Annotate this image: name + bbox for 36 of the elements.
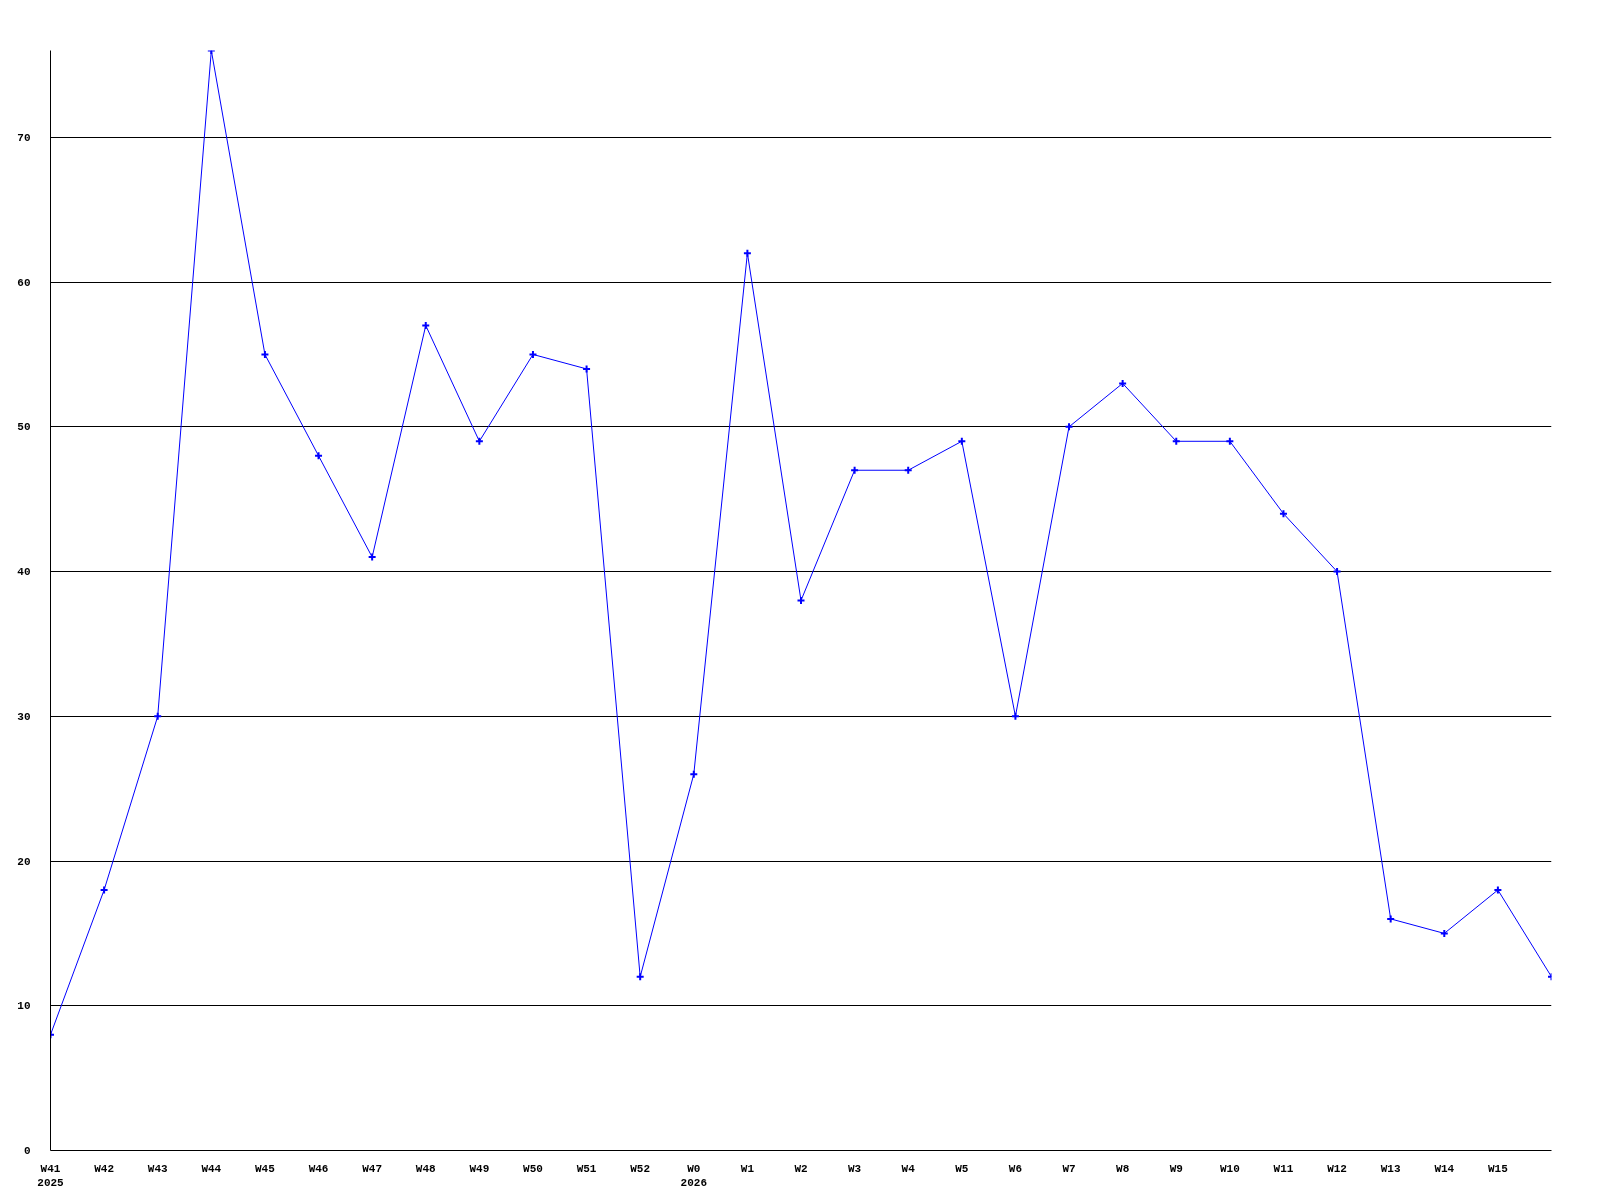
x-tick-label: W42 [94, 1162, 115, 1175]
x-tick-label: W46 [308, 1162, 329, 1175]
x-tick-label: W11 [1273, 1162, 1294, 1175]
x-tick-label: W2 [794, 1162, 808, 1175]
x-tick-label: W48 [415, 1162, 437, 1175]
y-tick-label: 40 [17, 566, 31, 579]
x-tick-label: W47 [362, 1162, 383, 1175]
y-tick-label: 0 [23, 1145, 31, 1157]
x-tick-label: W52 [630, 1162, 651, 1175]
x-tick-label: W8 [1116, 1162, 1130, 1175]
x-tick-label: W5 [955, 1162, 969, 1175]
x-tick-label: W7 [1062, 1162, 1076, 1175]
x-tick-label: W4 [901, 1162, 916, 1175]
y-tick-label: 10 [17, 1000, 31, 1013]
x-tick-label: W15 [1487, 1162, 1509, 1175]
y-tick-label: 50 [17, 421, 31, 434]
x-tick-label: W49 [469, 1162, 490, 1175]
x-tick-label: W45 [255, 1162, 276, 1175]
x-tick-label: W6 [1008, 1162, 1023, 1175]
x-tick-label: W12 [1327, 1162, 1347, 1175]
x-tick-label: W0 2026 [680, 1162, 707, 1189]
x-tick-label: W50 [523, 1162, 543, 1175]
x-tick-label: W10 [1219, 1162, 1240, 1175]
x-tick-label: W44 [201, 1162, 222, 1175]
y-tick-label: 30 [17, 710, 31, 723]
x-tick-label: W43 [147, 1162, 169, 1175]
y-tick-label: 60 [17, 276, 31, 289]
y-tick-label: 70 [17, 131, 31, 144]
x-tick-label: W1 [740, 1162, 755, 1175]
x-tick-label: W51 [576, 1162, 597, 1175]
x-tick-label: W14 [1434, 1162, 1455, 1175]
y-tick-label: 20 [17, 855, 31, 868]
x-tick-label: W3 [848, 1162, 862, 1175]
x-tick-label: W41 2025 [37, 1162, 65, 1189]
x-tick-label: W9 [1169, 1162, 1183, 1175]
x-tick-label: W13 [1380, 1162, 1401, 1175]
